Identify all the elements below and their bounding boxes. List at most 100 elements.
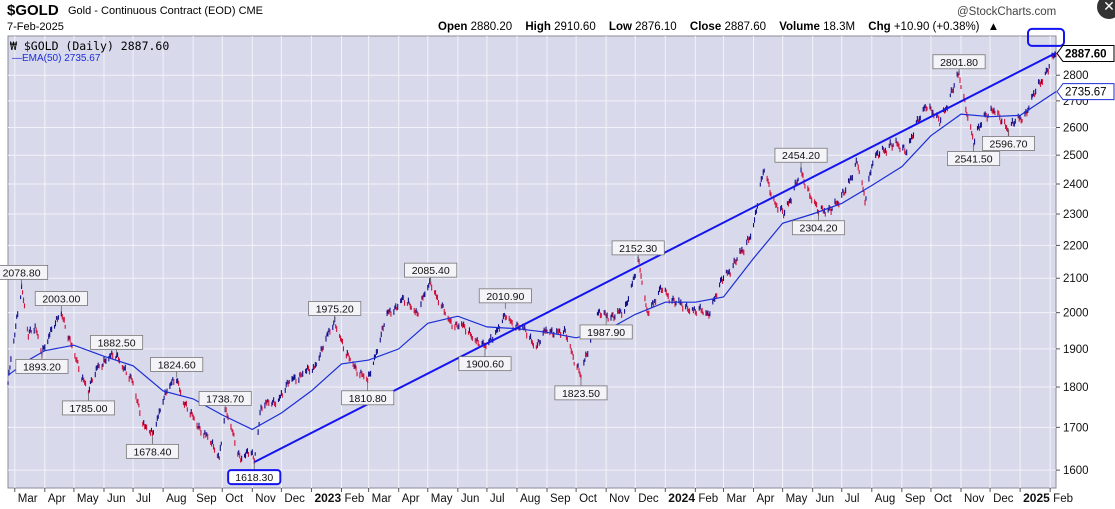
annotation-label: 2454.20	[782, 150, 820, 162]
y-tick-label: 1900	[1063, 344, 1089, 356]
annotation-box	[932, 54, 986, 70]
x-tick-label: Aug	[875, 493, 895, 505]
annotation-label: 1824.60	[158, 359, 196, 371]
annotation-box	[774, 147, 828, 163]
annotation-box	[15, 358, 69, 374]
y-tick-label: 1700	[1063, 422, 1089, 434]
x-tick-label: Sep	[196, 493, 216, 505]
low-value: 2876.10	[635, 21, 677, 33]
x-tick-label: May	[431, 493, 453, 505]
chg-label: Chg	[868, 21, 891, 33]
annotation-box	[791, 220, 845, 236]
close-label: Close	[689, 21, 722, 33]
x-tick-label: 2023	[314, 491, 341, 505]
volume-label: Volume	[779, 21, 820, 33]
legend-ema-label: EMA(50) 2735.67	[22, 53, 101, 64]
annotation-label: 1810.80	[349, 393, 387, 405]
y-tick-label: 2800	[1063, 70, 1089, 82]
annotation-label: 2003.00	[42, 294, 80, 306]
annotation-box	[90, 334, 144, 350]
annotation-box	[404, 262, 458, 278]
annotation-label: 1987.90	[587, 327, 625, 339]
open-label: Open	[438, 21, 468, 33]
line-icon: —	[12, 53, 22, 64]
annotation-box	[611, 240, 665, 256]
chart-date: 7-Feb-2025	[7, 21, 64, 33]
annotation-label: 1738.70	[206, 393, 244, 405]
x-tick-label: Nov	[255, 493, 276, 505]
x-tick-label: Jun	[107, 493, 126, 505]
x-tick-label: Sep	[550, 493, 570, 505]
annotation-label: 1882.50	[98, 337, 136, 349]
chg-value: +10.90 (+0.38%)	[893, 21, 980, 33]
x-tick-label: Jun	[461, 493, 480, 505]
x-tick-label: 2024	[668, 491, 695, 505]
annotation-label: 1900.60	[466, 359, 504, 371]
symbol-description: Gold - Continuous Contract (EOD) CME	[68, 5, 264, 17]
annotation-box	[458, 356, 512, 372]
x-tick-label: Dec	[993, 493, 1014, 505]
x-tick-label: Jun	[816, 493, 835, 505]
x-tick-label: Aug	[166, 493, 186, 505]
symbol-title: $GOLD	[7, 2, 59, 19]
legend-ema: —EMA(50) 2735.67	[12, 53, 100, 64]
x-tick-label: May	[786, 493, 808, 505]
high-label: High	[525, 21, 551, 33]
annotation-box	[947, 151, 1001, 166]
x-tick-label: Feb	[1053, 493, 1073, 505]
annotation-label: 1678.40	[133, 446, 171, 458]
annotation-box	[125, 443, 179, 459]
annotation-label: 2541.50	[955, 154, 993, 166]
y-tick-label: 2500	[1063, 150, 1089, 162]
annotation-label: 1785.00	[69, 403, 107, 415]
price-tag	[1056, 44, 1115, 62]
x-tick-label: Sep	[905, 493, 925, 505]
open-value: 2880.20	[470, 21, 513, 33]
annotation-label: 2010.90	[486, 291, 524, 303]
close-icon[interactable]: ✕	[1097, 0, 1115, 19]
annotation-box	[150, 357, 204, 372]
annotation-box	[308, 301, 362, 316]
y-tick-label: 2400	[1063, 179, 1089, 191]
annotation-box	[341, 390, 395, 406]
x-tick-label: Apr	[402, 493, 420, 505]
ohlc-summary: Open 2880.20 High 2910.60 Low 2876.10 Cl…	[438, 21, 1009, 33]
candlestick-icon: ₩	[10, 39, 17, 53]
legend-price-label: $GOLD (Daily) 2887.60	[23, 39, 170, 53]
x-tick-label: Mar	[18, 493, 38, 505]
price-tag-label: 2735.67	[1065, 87, 1107, 99]
annotation-box	[579, 324, 633, 340]
volume-value: 18.3M	[823, 21, 856, 33]
annotation-label: 1975.20	[316, 303, 354, 315]
annotation-label: 1618.30	[235, 472, 273, 484]
x-tick-label: Jul	[845, 493, 860, 505]
x-tick-label: Mar	[372, 493, 392, 505]
x-tick-label: 2025	[1023, 491, 1050, 505]
x-tick-label: Oct	[934, 493, 953, 505]
close-value: 2887.60	[724, 21, 767, 33]
annotation-box	[554, 385, 608, 401]
x-tick-label: Feb	[698, 493, 718, 505]
x-tick-label: May	[77, 493, 99, 505]
annotation-box	[981, 136, 1035, 151]
x-tick-label: Feb	[344, 493, 364, 505]
y-tick-label: 2000	[1063, 308, 1089, 320]
annotation-box	[478, 288, 532, 304]
annotation-box	[61, 400, 115, 416]
x-tick-label: Apr	[48, 493, 66, 505]
x-tick-label: Apr	[757, 493, 775, 505]
price-tag	[1056, 83, 1115, 101]
x-tick-label: Dec	[638, 493, 659, 505]
annotation-box	[227, 469, 282, 486]
x-tick-label: Nov	[609, 493, 630, 505]
annotation-box	[198, 391, 252, 406]
x-tick-label: Oct	[225, 493, 244, 505]
annotation-label: 2152.30	[619, 243, 657, 255]
annotation-box	[34, 291, 88, 307]
high-value: 2910.60	[554, 21, 596, 33]
brand-label[interactable]: @StockCharts.com	[957, 6, 1057, 18]
y-tick-label: 1600	[1063, 465, 1089, 477]
y-tick-label: 2200	[1063, 240, 1089, 252]
y-tick-label: 1800	[1063, 382, 1089, 394]
